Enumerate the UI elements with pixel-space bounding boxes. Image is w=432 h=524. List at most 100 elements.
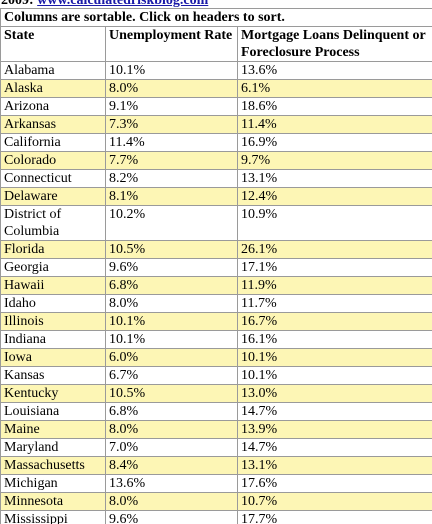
table-row: Alaska 8.0% 6.1% xyxy=(0,79,432,98)
table-note: Columns are sortable. Click on headers t… xyxy=(0,8,432,27)
table-row: Alabama 10.1% 13.6% xyxy=(0,61,432,80)
table-cell: Hawaii xyxy=(0,276,106,295)
table-cell: 8.1% xyxy=(105,187,238,206)
table-cell: Idaho xyxy=(0,294,106,313)
table-cell: 13.1% xyxy=(237,169,432,188)
table-cell: 9.6% xyxy=(105,510,238,524)
table-row: Minnesota 8.0% 10.7% xyxy=(0,492,432,511)
table-cell: 9.6% xyxy=(105,258,238,277)
table-cell: Louisiana xyxy=(0,402,106,421)
table-cell: Maryland xyxy=(0,438,106,457)
table-row: Colorado 7.7% 9.7% xyxy=(0,151,432,170)
table-cell: 6.1% xyxy=(237,79,432,98)
table-row: Kentucky 10.5% 13.0% xyxy=(0,384,432,403)
table-cell: 10.5% xyxy=(105,384,238,403)
table-cell: Indiana xyxy=(0,330,106,349)
table-row: California 11.4% 16.9% xyxy=(0,133,432,152)
table-cell: 7.0% xyxy=(105,438,238,457)
table-cell: 10.1% xyxy=(237,348,432,367)
header-row: State Unemployment Rate Mortgage Loans Del… xyxy=(0,26,432,62)
table-cell: 13.1% xyxy=(237,456,432,475)
table-cell: Illinois xyxy=(0,312,106,331)
table-cell: 13.9% xyxy=(237,420,432,439)
table-cell: 11.4% xyxy=(237,115,432,134)
source-line: 2009: www.calculatedriskblog.com xyxy=(0,0,432,8)
table-cell: 7.7% xyxy=(105,151,238,170)
table-cell: 11.9% xyxy=(237,276,432,295)
table-cell: 8.0% xyxy=(105,420,238,439)
table-cell: Massachusetts xyxy=(0,456,106,475)
table-row: Iowa 6.0% 10.1% xyxy=(0,348,432,367)
table-row: Kansas 6.7% 10.1% xyxy=(0,366,432,385)
table-cell: Alabama xyxy=(0,61,106,80)
table-row: District of Columbia 10.2% 10.9% xyxy=(0,205,432,241)
table-cell: Arizona xyxy=(0,97,106,116)
table-cell: 8.0% xyxy=(105,492,238,511)
table-cell: Maine xyxy=(0,420,106,439)
table-row: Delaware 8.1% 12.4% xyxy=(0,187,432,206)
table-row: Georgia 9.6% 17.1% xyxy=(0,258,432,277)
table-cell: Connecticut xyxy=(0,169,106,188)
table-cell: Kansas xyxy=(0,366,106,385)
table-cell: Colorado xyxy=(0,151,106,170)
table-cell: Michigan xyxy=(0,474,106,493)
table-cell: 6.8% xyxy=(105,402,238,421)
table-cell: 17.1% xyxy=(237,258,432,277)
table-cell: 8.2% xyxy=(105,169,238,188)
table-cell: Mississippi xyxy=(0,510,106,524)
table-cell: 17.7% xyxy=(237,510,432,524)
table-cell: 10.1% xyxy=(105,61,238,80)
table-row: Maryland 7.0% 14.7% xyxy=(0,438,432,457)
column-header[interactable]: State xyxy=(0,26,106,62)
table-cell: 13.6% xyxy=(105,474,238,493)
table-row: Maine 8.0% 13.9% xyxy=(0,420,432,439)
table-row: Arkansas 7.3% 11.4% xyxy=(0,115,432,134)
table-row: Louisiana 6.8% 14.7% xyxy=(0,402,432,421)
table-cell: 10.1% xyxy=(237,366,432,385)
table-cell: 10.1% xyxy=(105,312,238,331)
table-cell: California xyxy=(0,133,106,152)
table-cell: 8.0% xyxy=(105,294,238,313)
table-cell: 9.1% xyxy=(105,97,238,116)
table-cell: 12.4% xyxy=(237,187,432,206)
table-cell: 9.7% xyxy=(237,151,432,170)
table-row: Hawaii 6.8% 11.9% xyxy=(0,276,432,295)
table-cell: 11.7% xyxy=(237,294,432,313)
table-cell: 11.4% xyxy=(105,133,238,152)
table-cell: 26.1% xyxy=(237,240,432,259)
table-cell: 6.7% xyxy=(105,366,238,385)
table-row: Connecticut 8.2% 13.1% xyxy=(0,169,432,188)
table-cell: 14.7% xyxy=(237,402,432,421)
table-cell: 7.3% xyxy=(105,115,238,134)
table-cell: 16.7% xyxy=(237,312,432,331)
table-cell: Arkansas xyxy=(0,115,106,134)
table-row: Illinois 10.1% 16.7% xyxy=(0,312,432,331)
table-cell: 16.9% xyxy=(237,133,432,152)
table-row: Florida 10.5% 26.1% xyxy=(0,240,432,259)
table-cell: 6.0% xyxy=(105,348,238,367)
table-row: Massachusetts 8.4% 13.1% xyxy=(0,456,432,475)
table-cell: Delaware xyxy=(0,187,106,206)
table-cell: Kentucky xyxy=(0,384,106,403)
source-prefix: 2009: xyxy=(1,0,34,8)
table-cell: 10.7% xyxy=(237,492,432,511)
source-link[interactable]: www.calculatedriskblog.com xyxy=(37,0,209,8)
table-cell: 18.6% xyxy=(237,97,432,116)
table-cell: Florida xyxy=(0,240,106,259)
table-row: Mississippi 9.6% 17.7% xyxy=(0,510,432,524)
table-cell: 8.4% xyxy=(105,456,238,475)
table-cell: 10.5% xyxy=(105,240,238,259)
table-cell: Alaska xyxy=(0,79,106,98)
table-cell: 8.0% xyxy=(105,79,238,98)
column-header[interactable]: Mortgage Loans Delinquent or Foreclosure… xyxy=(237,26,432,62)
table-row: Indiana 10.1% 16.1% xyxy=(0,330,432,349)
table-cell: 6.8% xyxy=(105,276,238,295)
data-table: Columns are sortable. Click on headers t… xyxy=(0,8,432,524)
table-cell: 13.6% xyxy=(237,61,432,80)
table-cell: 10.9% xyxy=(237,205,432,241)
column-header[interactable]: Unemployment Rate xyxy=(105,26,238,62)
table-row: Arizona 9.1% 18.6% xyxy=(0,97,432,116)
table-cell: 14.7% xyxy=(237,438,432,457)
table-cell: Georgia xyxy=(0,258,106,277)
